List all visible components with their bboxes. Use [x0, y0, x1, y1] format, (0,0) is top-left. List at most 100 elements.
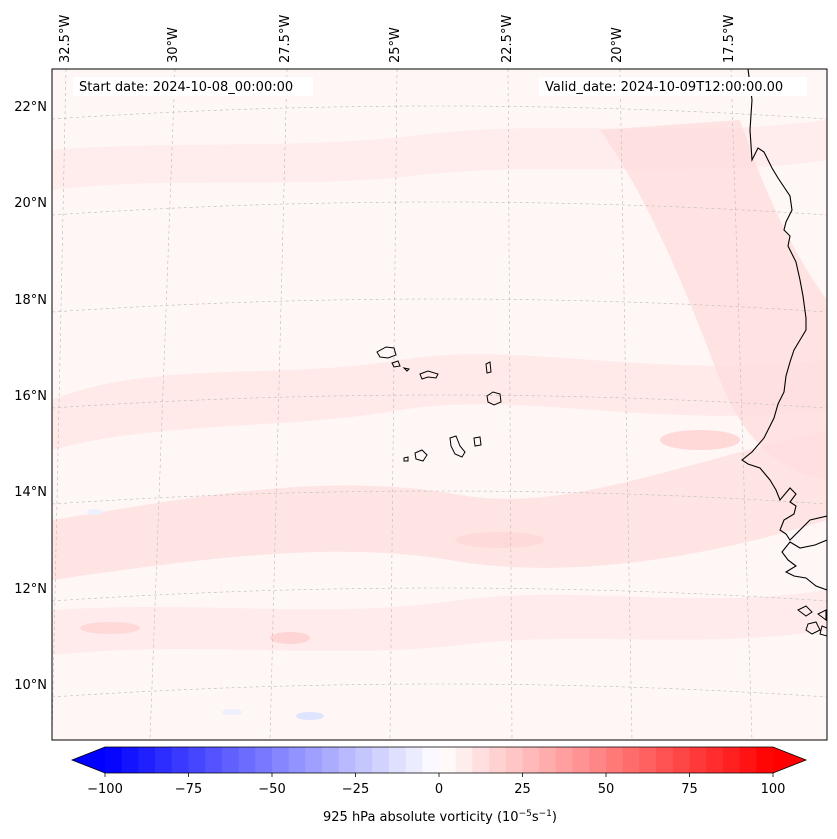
colorbar-extend-max — [773, 747, 806, 773]
island-maio — [473, 436, 482, 447]
vorticity-band-lower — [52, 590, 827, 655]
colorbar-cell — [656, 747, 674, 773]
vorticity-patch-neg-1 — [296, 712, 324, 720]
cbar-tick-75: 75 — [681, 782, 698, 797]
vorticity-band-mid — [52, 354, 827, 450]
valid-date-label: Valid_date: 2024-10-09T12:00:00.00 — [545, 80, 783, 95]
colorbar-cells — [72, 747, 806, 773]
colorbar-cell — [188, 747, 206, 773]
lat-label-14n: 14°N — [14, 485, 47, 500]
meridian-line — [507, 69, 513, 740]
vorticity-patch-2 — [80, 622, 140, 634]
colorbar-cell — [155, 747, 173, 773]
vorticity-field — [52, 120, 827, 720]
colorbar-cell — [739, 747, 757, 773]
vorticity-band-south — [52, 430, 827, 580]
vorticity-patch-3 — [660, 430, 740, 450]
colorbar-cell — [756, 747, 774, 773]
cbar-tick-0: 0 — [435, 782, 443, 797]
island-sao-nicolau — [419, 370, 439, 380]
colorbar-cell — [606, 747, 624, 773]
start-date-label: Start date: 2024-10-08_00:00:00 — [79, 80, 293, 95]
colorbar-cell — [322, 747, 340, 773]
colorbar-cell — [639, 747, 657, 773]
lat-label-12n: 12°N — [14, 582, 47, 597]
colorbar-cell — [439, 747, 457, 773]
colorbar-cell — [305, 747, 323, 773]
lon-label-27-5w: 27.5°W — [278, 15, 293, 63]
lat-label-10n: 10°N — [14, 678, 47, 693]
colorbar-cell — [205, 747, 223, 773]
latitude-labels: 22°N 20°N 18°N 16°N 14°N 12°N 10°N — [14, 100, 47, 693]
colorbar-cell — [338, 747, 356, 773]
africa-coastline-south — [781, 539, 827, 591]
colorbar: −100 −75 −50 −25 0 25 50 75 100 925 hPa … — [70, 746, 808, 825]
colorbar-cell — [689, 747, 707, 773]
island-santo-antao — [376, 346, 397, 359]
colorbar-cell — [238, 747, 256, 773]
colorbar-cell — [672, 747, 690, 773]
colorbar-cell — [539, 747, 557, 773]
island-sao-vicente — [391, 360, 401, 368]
lon-label-30w: 30°W — [166, 27, 181, 63]
colorbar-cell — [489, 747, 507, 773]
colorbar-cell — [572, 747, 590, 773]
island-brava — [403, 456, 409, 462]
colorbar-cell — [622, 747, 640, 773]
colorbar-tick-labels: −100 −75 −50 −25 0 25 50 75 100 — [87, 782, 785, 797]
colorbar-cell — [255, 747, 273, 773]
colorbar-cell — [505, 747, 523, 773]
vorticity-patch-1 — [270, 632, 310, 644]
island-santiago — [449, 435, 466, 458]
colorbar-cell — [388, 747, 406, 773]
colorbar-cell — [121, 747, 139, 773]
colorbar-cell — [355, 747, 373, 773]
island-fogo — [414, 449, 428, 462]
vorticity-patch-neg-3 — [87, 509, 103, 515]
colorbar-cell — [288, 747, 306, 773]
cbar-tick-100: 100 — [761, 782, 786, 797]
cape-verde-islands — [376, 346, 502, 462]
meridian-line — [619, 69, 633, 740]
map-panel: Start date: 2024-10-08_00:00:00 Valid_da… — [52, 69, 827, 740]
valid-date-box — [539, 77, 807, 96]
bissagos-islands — [797, 605, 827, 637]
start-date-box — [73, 77, 313, 96]
map-frame — [51, 68, 828, 741]
colorbar-cell — [522, 747, 540, 773]
colorbar-cell — [455, 747, 473, 773]
vorticity-patch-4 — [455, 532, 545, 548]
colorbar-cell — [138, 747, 156, 773]
cbar-tick-50: 50 — [598, 782, 615, 797]
cbar-tick-minus-75: −75 — [175, 782, 202, 797]
lat-label-20n: 20°N — [14, 196, 47, 211]
island-boa-vista — [486, 391, 502, 406]
meridian-line — [730, 69, 753, 740]
lon-label-32-5w: 32.5°W — [58, 15, 73, 63]
colorbar-cell — [105, 747, 123, 773]
colorbar-cell — [589, 747, 607, 773]
graticule — [52, 69, 827, 740]
colorbar-cell — [722, 747, 740, 773]
colorbar-cell — [422, 747, 440, 773]
meridian-line — [269, 69, 288, 740]
island-sal — [485, 361, 492, 374]
lon-label-22-5w: 22.5°W — [500, 15, 515, 63]
longitude-labels: 32.5°W 30°W 27.5°W 25°W 22.5°W 20°W 17.5… — [58, 15, 737, 63]
meridian-line — [389, 69, 398, 740]
lon-label-17-5w: 17.5°W — [722, 15, 737, 63]
colorbar-cell — [221, 747, 239, 773]
island-santa-luzia — [402, 367, 411, 372]
colorbar-title: 925 hPa absolute vorticity (10−5s−1) — [323, 809, 557, 825]
lat-label-16n: 16°N — [14, 389, 47, 404]
vorticity-band-coastal — [600, 120, 827, 480]
colorbar-cell — [171, 747, 189, 773]
africa-coastline — [741, 69, 827, 541]
lon-label-20w: 20°W — [610, 27, 625, 63]
colorbar-cell — [372, 747, 390, 773]
colorbar-cell — [706, 747, 724, 773]
colorbar-cell — [472, 747, 490, 773]
colorbar-cell — [555, 747, 573, 773]
colorbar-extend-min — [72, 747, 105, 773]
